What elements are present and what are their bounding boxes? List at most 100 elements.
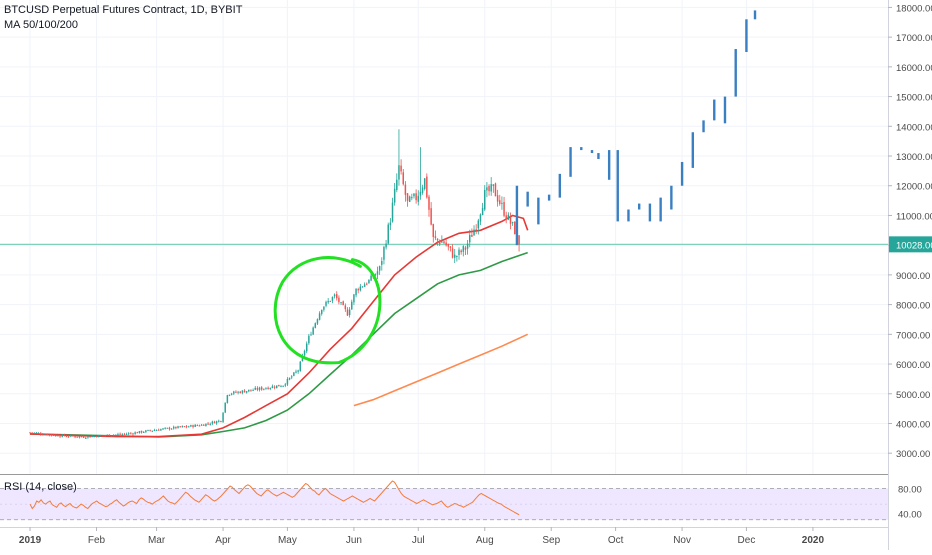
candle-body	[299, 361, 302, 371]
price-tick-label: 4000.00	[896, 419, 930, 430]
candle-body	[458, 249, 460, 256]
candle-body	[222, 412, 224, 423]
projection-bar	[723, 96, 727, 124]
candle-body	[256, 388, 259, 390]
projection-bar	[597, 153, 600, 159]
candle-body	[179, 426, 181, 428]
annotation-circle	[273, 256, 382, 365]
candle-body	[190, 425, 192, 427]
candle-body	[320, 309, 323, 314]
candle-body	[481, 207, 484, 216]
candle-body	[78, 436, 81, 438]
candle-body	[282, 385, 284, 387]
candle-body	[181, 426, 184, 428]
candle-body	[160, 429, 162, 431]
candle-body	[475, 229, 477, 231]
projection-bar	[691, 132, 695, 168]
candle-body	[31, 432, 33, 434]
projection-bar	[637, 203, 641, 210]
candle-body	[252, 390, 254, 392]
candle-body	[134, 432, 136, 435]
candle-body	[80, 436, 83, 438]
last-price-box	[889, 236, 932, 253]
candle-body	[65, 436, 68, 438]
last-price-label: 10028.00	[889, 236, 932, 253]
candle-body	[441, 241, 443, 243]
candle-body	[509, 216, 512, 224]
candle-body	[295, 371, 297, 373]
candle-body	[35, 432, 38, 434]
price-tick-label: 11000.00	[896, 211, 932, 222]
candle-body	[115, 434, 117, 436]
candle-body	[136, 432, 139, 434]
projection-bar	[670, 185, 673, 210]
candle-body	[494, 183, 497, 197]
candle-body	[48, 434, 51, 436]
candle-body	[462, 246, 465, 252]
candle-body	[198, 425, 201, 427]
price-tick-label: 13000.00	[896, 152, 932, 163]
candle-body	[288, 377, 291, 380]
chart-title[interactable]: BTCUSD Perpetual Futures Contract, 1D, B…	[4, 4, 243, 16]
candle-body	[456, 255, 458, 257]
candle-body	[460, 250, 462, 253]
projection-bar	[590, 150, 594, 154]
candle-body	[404, 184, 407, 195]
candle-body	[207, 423, 209, 425]
rsi-legend[interactable]: RSI (14, close)	[4, 481, 77, 493]
candle-body	[438, 240, 441, 244]
candle-body	[430, 208, 432, 225]
projection-bar	[745, 19, 748, 53]
rsi-tick-label: 80.00	[898, 485, 922, 496]
candle-body	[183, 426, 186, 428]
last-price-text: 10028.00	[896, 240, 932, 251]
candle-body	[273, 386, 276, 388]
candle-body	[486, 187, 488, 191]
candle-body	[434, 236, 437, 238]
projection-bar	[607, 150, 611, 180]
candle-body	[286, 378, 289, 385]
candle-body	[398, 165, 400, 180]
candle-body	[316, 319, 319, 324]
candle-body	[331, 296, 334, 301]
candle-body	[357, 289, 359, 291]
candle-body	[271, 386, 274, 389]
projection-bar	[734, 49, 737, 97]
price-tick-label: 18000.00	[896, 3, 932, 14]
projection-bar	[526, 191, 529, 207]
candle-body	[408, 196, 411, 202]
candle-body	[263, 388, 265, 390]
projection-bar	[753, 10, 757, 20]
projection-bar	[648, 203, 652, 222]
candle-body	[97, 435, 100, 438]
candle-body	[312, 327, 314, 335]
price-tick-label: 14000.00	[896, 122, 932, 133]
indicator-legend[interactable]: MA 50/100/200	[4, 19, 79, 31]
candle-body	[108, 434, 111, 437]
annotation-layer	[273, 256, 382, 365]
candle-body	[351, 301, 353, 310]
candle-body	[269, 387, 272, 389]
candle-body	[37, 432, 40, 434]
candle-body	[471, 234, 473, 237]
projection-bar	[627, 209, 630, 222]
candle-body	[226, 395, 229, 403]
candle-body	[67, 436, 70, 438]
candle-body	[417, 195, 420, 202]
time-axis[interactable]: 2019 Feb Mar Apr May Jun Jul Aug Sep Oct Nov Dec 202…	[19, 0, 825, 546]
candle-body	[370, 275, 372, 281]
candle-body	[359, 286, 362, 291]
candle-body	[209, 423, 211, 425]
candle-body	[383, 246, 385, 260]
projection-bar	[537, 197, 540, 225]
time-tick-label: Oct	[608, 535, 624, 546]
rsi-pane[interactable]: 80.00 40.00	[0, 480, 922, 521]
candle-body	[511, 222, 514, 224]
candle-body	[346, 309, 349, 316]
candle-body	[168, 427, 171, 430]
time-tick-label: 2020	[802, 535, 825, 546]
candle-body	[348, 309, 351, 316]
candle-body	[344, 305, 347, 310]
